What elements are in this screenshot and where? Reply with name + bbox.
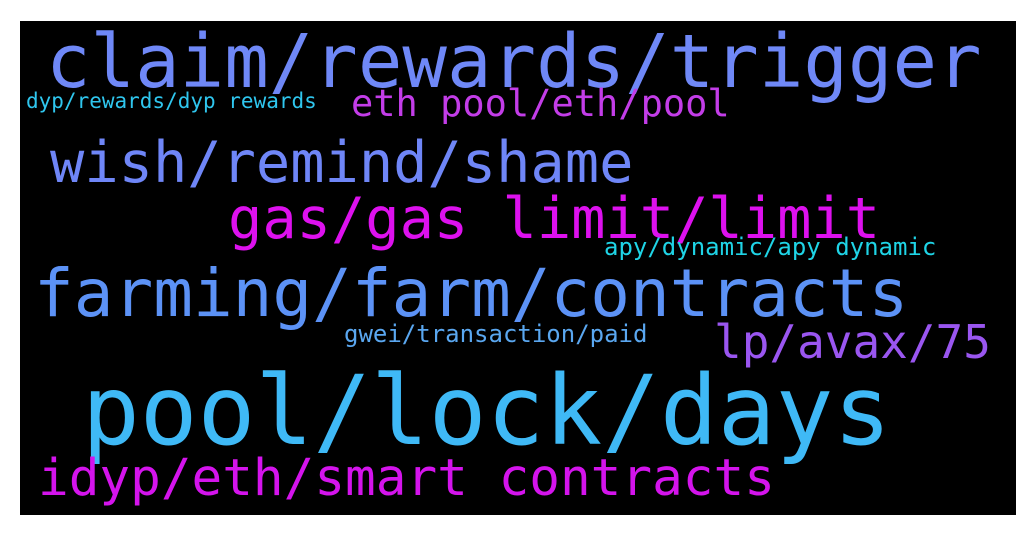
- word-cloud: claim/rewards/trigger dyp/rewards/dyp re…: [20, 21, 1016, 515]
- word-claim-rewards-trigger: claim/rewards/trigger: [46, 21, 982, 105]
- word-idyp-eth-smart-contracts: idyp/eth/smart contracts: [38, 449, 775, 508]
- word-apy-dynamic: apy/dynamic/apy dynamic: [604, 233, 937, 261]
- word-dyp-rewards: dyp/rewards/dyp rewards: [26, 89, 317, 113]
- word-gas-limit: gas/gas limit/limit: [228, 186, 881, 252]
- word-eth-pool: eth pool/eth/pool: [351, 82, 730, 125]
- word-lp-avax-75: lp/avax/75: [714, 315, 991, 369]
- word-gwei-transaction-paid: gwei/transaction/paid: [344, 320, 648, 348]
- word-pool-lock-days: pool/lock/days: [82, 355, 892, 467]
- word-farming-farm-contracts: farming/farm/contracts: [34, 255, 909, 332]
- word-wish-remind-shame: wish/remind/shame: [50, 130, 634, 196]
